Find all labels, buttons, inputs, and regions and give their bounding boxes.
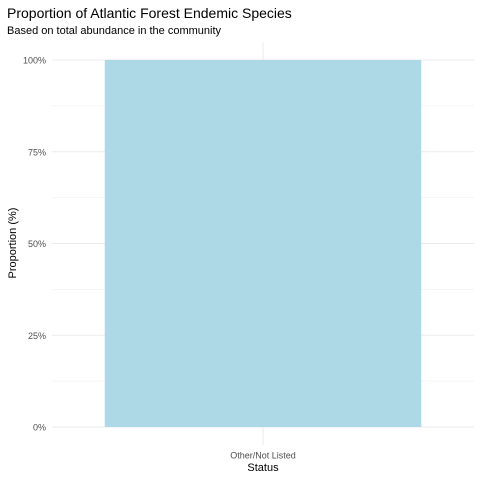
chart-subtitle: Based on total abundance in the communit… xyxy=(7,25,222,37)
y-tick-label: 75% xyxy=(28,147,46,157)
chart-title: Proportion of Atlantic Forest Endemic Sp… xyxy=(7,5,292,21)
y-tick-label: 100% xyxy=(23,56,46,66)
x-axis-title: Status xyxy=(247,462,279,474)
y-axis-ticks: 0% 25% 50% 75% 100% xyxy=(23,56,46,433)
y-tick-label: 0% xyxy=(33,423,46,433)
x-tick-label: Other/Not Listed xyxy=(230,451,296,461)
bars xyxy=(104,60,422,427)
x-axis-ticks: Other/Not Listed xyxy=(230,451,296,461)
y-axis-title: Proportion (%) xyxy=(7,207,19,279)
y-tick-label: 50% xyxy=(28,239,46,249)
y-tick-label: 25% xyxy=(28,331,46,341)
bar xyxy=(104,60,422,427)
